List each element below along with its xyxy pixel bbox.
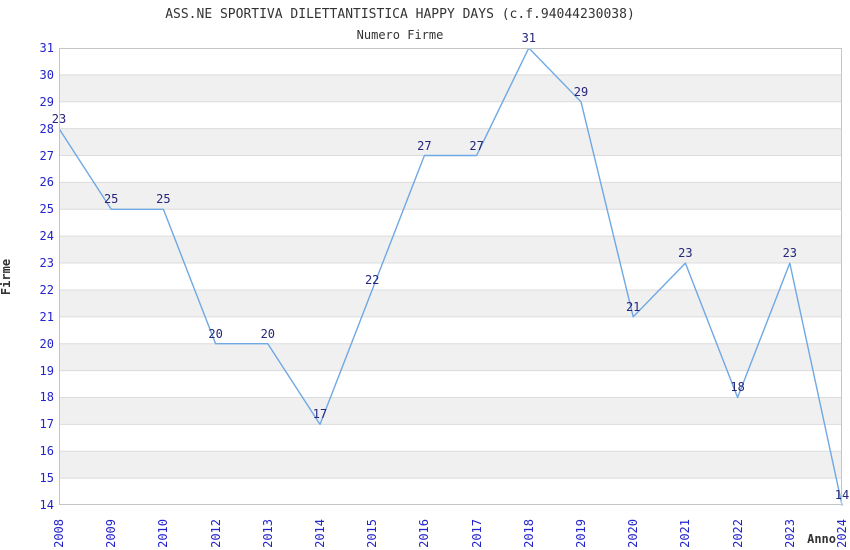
plot-band [59,370,842,398]
x-tick-label: 2016 [417,519,432,548]
x-tick-label: 2009 [104,519,119,548]
plot-band [59,182,842,210]
y-tick-label: 14 [39,498,54,512]
y-tick-label: 15 [39,471,54,486]
x-tick-label: 2024 [835,519,849,548]
data-label: 27 [417,138,432,153]
y-tick-label: 22 [39,282,54,297]
plot-band [59,74,842,102]
plot-band [59,101,842,129]
x-axis-title: Anno [807,532,836,546]
x-tick-label: 2013 [260,519,275,548]
y-tick-label: 26 [39,175,54,190]
x-tick-label: 2017 [469,519,484,548]
chart-title: ASS.NE SPORTIVA DILETTANTISTICA HAPPY DA… [165,7,635,22]
plot-band [59,451,842,479]
data-label: 17 [312,407,328,422]
data-label: 27 [469,138,484,153]
x-tick-label: 2018 [521,519,536,548]
x-tick-label: 2010 [156,519,171,548]
data-label: 18 [730,380,745,395]
x-tick-label: 2020 [626,519,641,548]
y-tick-label: 31 [39,41,54,55]
y-tick-label: 16 [39,444,54,459]
plot-border [59,48,842,505]
x-tick-label: 2015 [365,519,380,548]
y-tick-label: 27 [39,148,54,163]
data-label: 22 [364,272,380,287]
plot-band [59,155,842,183]
y-tick-label: 29 [39,94,54,109]
plot-band [59,48,842,75]
plot-band [59,128,842,156]
data-label: 25 [156,192,171,207]
plot-band [59,397,842,425]
data-label: 23 [782,246,798,261]
y-tick-label: 30 [39,67,54,82]
chart-subtitle: Numero Firme [356,28,444,42]
y-tick-label: 18 [39,390,54,405]
y-tick-label: 25 [39,202,54,217]
y-tick-label: 28 [39,121,54,136]
y-tick-label: 20 [39,336,54,351]
y-tick-label: 19 [39,363,54,378]
x-tick-label: 2022 [730,519,745,548]
y-tick-label: 23 [39,256,54,271]
data-label: 20 [208,326,223,341]
x-tick-label: 2014 [313,519,327,548]
data-label: 23 [678,246,693,261]
y-tick-label: 24 [39,229,54,244]
data-label: 20 [260,326,276,341]
plot-band [59,236,842,264]
data-label: 29 [573,84,589,99]
data-label: 21 [625,299,641,314]
line-series [59,48,843,506]
plot-band [59,316,842,344]
y-tick-label: 21 [39,309,54,324]
y-axis-title: Firme [0,258,13,296]
data-label: 25 [103,192,119,207]
plot-band [59,289,842,317]
plot-band [59,424,842,452]
x-tick-label: 2012 [208,519,223,548]
plot-area [59,48,843,506]
x-tick-label: 2021 [678,519,693,548]
x-tick-label: 2008 [52,519,66,548]
y-tick-label: 17 [39,417,54,432]
plot-band [59,209,842,237]
plot-band [59,343,842,371]
plot-band [59,263,842,290]
plot-band [59,478,842,505]
data-label: 23 [51,111,67,126]
data-label: 31 [521,31,537,45]
x-tick-label: 2019 [574,519,588,548]
data-label: 14 [834,488,850,502]
